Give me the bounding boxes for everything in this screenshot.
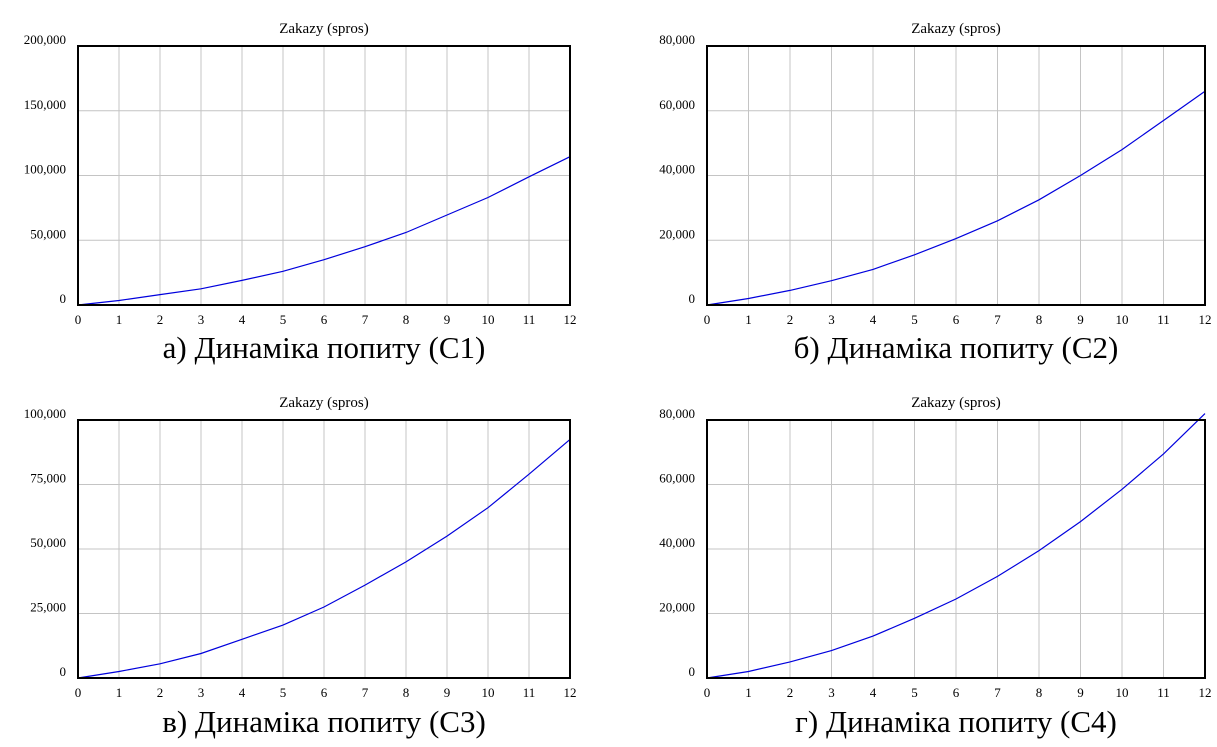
x-tick-label: 9 <box>444 312 451 327</box>
y-tick-label: 20,000 <box>659 226 695 241</box>
x-tick-label: 7 <box>362 312 369 327</box>
chart-caption: б) Динаміка попиту (С2) <box>794 330 1119 365</box>
x-tick-label: 4 <box>870 685 877 700</box>
x-tick-label: 0 <box>704 312 711 327</box>
x-tick-label: 10 <box>1116 312 1129 327</box>
x-tick-label: 1 <box>116 312 123 327</box>
series-line <box>706 413 1206 679</box>
x-tick-label: 8 <box>1036 312 1043 327</box>
y-tick-label: 40,000 <box>659 535 695 550</box>
x-tick-label: 7 <box>994 685 1001 700</box>
y-tick-label: 75,000 <box>30 471 66 486</box>
x-tick-label: 9 <box>1077 312 1084 327</box>
x-tick-label: 9 <box>444 685 451 700</box>
x-tick-label: 2 <box>157 685 164 700</box>
y-tick-label: 0 <box>689 291 696 306</box>
x-tick-label: 0 <box>75 685 82 700</box>
x-tick-label: 10 <box>482 685 495 700</box>
x-tick-label: 1 <box>745 312 752 327</box>
x-tick-label: 1 <box>745 685 752 700</box>
plot-frame <box>706 419 1206 679</box>
y-tick-label: 0 <box>689 664 696 679</box>
x-tick-label: 8 <box>403 312 410 327</box>
x-tick-label: 12 <box>1199 685 1212 700</box>
y-tick-label: 200,000 <box>24 32 66 47</box>
x-tick-label: 6 <box>321 685 328 700</box>
chart-caption: г) Динаміка попиту (С4) <box>795 704 1117 739</box>
x-tick-label: 11 <box>523 685 536 700</box>
y-tick-label: 50,000 <box>30 226 66 241</box>
x-tick-label: 2 <box>157 312 164 327</box>
chart-title: Zakazy (spros) <box>911 395 1001 411</box>
x-tick-label: 11 <box>1157 312 1170 327</box>
x-tick-label: 2 <box>787 312 794 327</box>
chart-title: Zakazy (spros) <box>911 21 1001 37</box>
y-tick-label: 150,000 <box>24 97 66 112</box>
y-tick-label: 80,000 <box>659 32 695 47</box>
x-tick-label: 8 <box>1036 685 1043 700</box>
chart-caption: а) Динаміка попиту (С1) <box>163 330 486 365</box>
x-tick-label: 12 <box>1199 312 1212 327</box>
x-tick-label: 12 <box>564 685 577 700</box>
x-tick-label: 5 <box>280 312 287 327</box>
y-tick-label: 20,000 <box>659 600 695 615</box>
x-tick-label: 4 <box>870 312 877 327</box>
chart-panel-2: Zakazy (spros)0 1 2 3 4 5 6 7 8 9 10 11 12020,00040,… <box>659 21 1211 365</box>
plot-frame <box>706 45 1206 306</box>
y-tick-label: 25,000 <box>30 600 66 615</box>
y-tick-label: 0 <box>60 664 67 679</box>
x-tick-label: 6 <box>321 312 328 327</box>
chart-title: Zakazy (spros) <box>279 21 369 37</box>
plot-frame <box>77 45 571 306</box>
series-line <box>706 90 1206 306</box>
chart-panel-4: Zakazy (spros)0 1 2 3 4 5 6 7 8 9 10 11 12020,00040,… <box>659 395 1211 739</box>
x-tick-label: 8 <box>403 685 410 700</box>
x-tick-label: 5 <box>280 685 287 700</box>
y-tick-label: 100,000 <box>24 162 66 177</box>
chart-caption: в) Динаміка попиту (С3) <box>162 704 486 739</box>
x-tick-label: 5 <box>911 685 918 700</box>
plot-frame <box>77 419 571 679</box>
y-tick-label: 0 <box>60 291 67 306</box>
x-tick-label: 7 <box>994 312 1001 327</box>
x-tick-label: 0 <box>704 685 711 700</box>
series-line <box>77 438 571 679</box>
x-tick-label: 2 <box>787 685 794 700</box>
x-tick-label: 3 <box>198 312 205 327</box>
x-tick-label: 10 <box>1116 685 1129 700</box>
x-tick-label: 7 <box>362 685 369 700</box>
x-tick-label: 9 <box>1077 685 1084 700</box>
chart-panel-3: Zakazy (spros)0 1 2 3 4 5 6 7 8 9 10 11 12025,00050,… <box>24 395 577 739</box>
y-tick-label: 60,000 <box>659 471 695 486</box>
x-tick-label: 0 <box>75 312 82 327</box>
series-line <box>77 156 571 306</box>
y-tick-label: 40,000 <box>659 162 695 177</box>
y-tick-label: 80,000 <box>659 406 695 421</box>
x-tick-label: 4 <box>239 312 246 327</box>
chart-title: Zakazy (spros) <box>279 395 369 411</box>
x-tick-label: 12 <box>564 312 577 327</box>
x-tick-label: 1 <box>116 685 123 700</box>
x-tick-label: 3 <box>198 685 205 700</box>
x-tick-label: 3 <box>828 312 835 327</box>
y-tick-label: 50,000 <box>30 535 66 550</box>
x-tick-label: 11 <box>523 312 536 327</box>
x-tick-label: 4 <box>239 685 246 700</box>
chart-panel-1: Zakazy (spros)0 1 2 3 4 5 6 7 8 9 10 11 12050,000100… <box>24 21 577 365</box>
x-tick-label: 6 <box>953 312 960 327</box>
y-tick-label: 60,000 <box>659 97 695 112</box>
x-tick-label: 6 <box>953 685 960 700</box>
x-tick-label: 11 <box>1157 685 1170 700</box>
x-tick-label: 3 <box>828 685 835 700</box>
y-tick-label: 100,000 <box>24 406 66 421</box>
x-tick-label: 5 <box>911 312 918 327</box>
x-tick-label: 10 <box>482 312 495 327</box>
